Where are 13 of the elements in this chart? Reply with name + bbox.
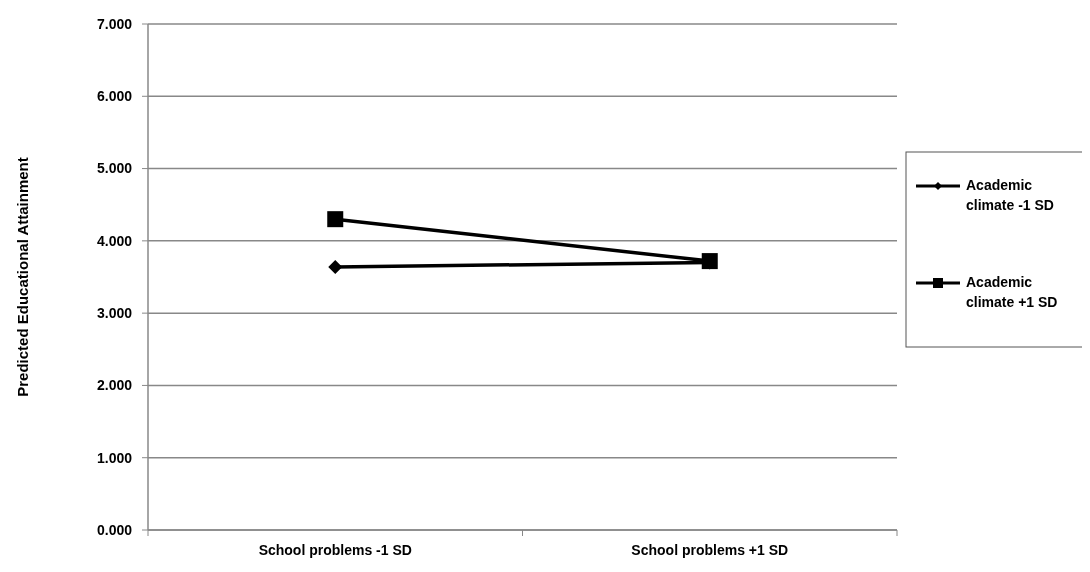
x-tick-label: School problems -1 SD [258, 542, 412, 558]
y-tick-label: 0.000 [96, 521, 133, 538]
y-tick-label: 6.000 [96, 88, 133, 105]
y-tick-label: 5.000 [96, 160, 133, 177]
y-tick-label: 7.000 [96, 15, 133, 32]
y-tick-label: 2.000 [96, 377, 133, 394]
legend-label: Academic climate -1 SD [966, 177, 1054, 213]
legend-label: Academic climate +1 SD [966, 274, 1058, 310]
y-tick-label: 3.000 [96, 305, 133, 322]
x-tick-label: School problems +1 SD [631, 542, 789, 558]
y-tick-label: 4.000 [96, 232, 133, 249]
y-tick-label: 1.000 [96, 449, 133, 466]
y-axis-title: Predicted Educational Attainment [14, 157, 31, 397]
